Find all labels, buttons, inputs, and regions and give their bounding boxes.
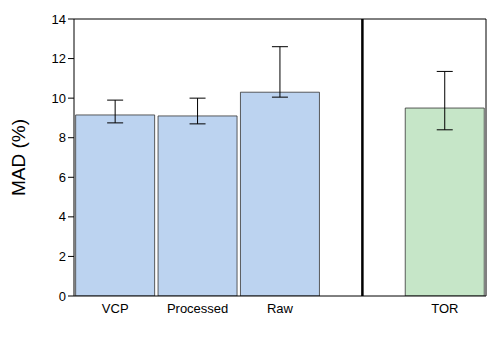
svg-text:Processed: Processed: [167, 301, 228, 316]
svg-text:2: 2: [59, 249, 66, 264]
svg-text:Raw: Raw: [267, 301, 294, 316]
svg-text:6: 6: [59, 170, 66, 185]
svg-text:MAD (%): MAD (%): [8, 119, 29, 196]
svg-text:TOR: TOR: [431, 301, 458, 316]
svg-text:12: 12: [52, 51, 66, 66]
svg-text:VCP: VCP: [102, 301, 129, 316]
svg-text:14: 14: [52, 12, 66, 27]
svg-text:10: 10: [52, 91, 66, 106]
svg-text:8: 8: [59, 130, 66, 145]
svg-text:0: 0: [59, 289, 66, 304]
svg-text:4: 4: [59, 209, 66, 224]
